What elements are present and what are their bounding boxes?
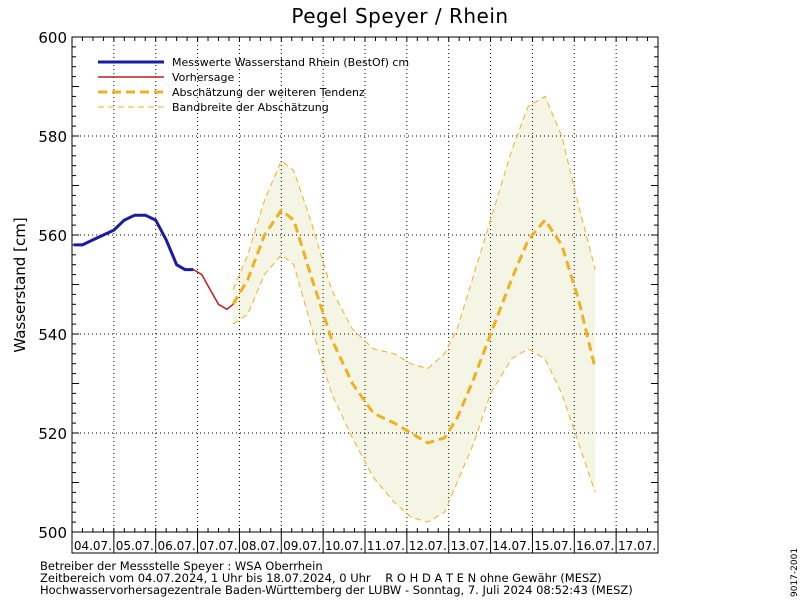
- band-lower-line: [232, 254, 596, 523]
- x-tick-label: 17.07.: [618, 539, 656, 553]
- x-tick-label: 09.07.: [283, 539, 321, 553]
- side-code: 9017-2001: [790, 547, 800, 597]
- x-tick-label: 07.07.: [199, 539, 237, 553]
- legend-label: Messwerte Wasserstand Rhein (BestOf) cm: [172, 56, 409, 69]
- y-tick-label: 520: [38, 425, 67, 443]
- y-tick-label: 580: [38, 128, 67, 146]
- x-tick-label: 11.07.: [367, 539, 405, 553]
- y-tick-label: 560: [38, 227, 67, 245]
- x-tick-label: 14.07.: [492, 539, 530, 553]
- footer-source: Hochwasservorhersagezentrale Baden-Württ…: [40, 583, 633, 597]
- x-tick-label: 15.07.: [534, 539, 572, 553]
- x-tick-label: 13.07.: [451, 539, 489, 553]
- x-tick-label: 04.07.: [74, 539, 112, 553]
- legend-label: Bandbreite der Abschätzung: [172, 101, 329, 114]
- y-tick-label: 600: [38, 29, 67, 47]
- y-tick-label: 540: [38, 326, 67, 344]
- y-axis-label: Wasserstand [cm]: [11, 217, 29, 352]
- legend-label: Abschätzung der weiteren Tendenz: [172, 86, 365, 99]
- x-tick-label: 10.07.: [325, 539, 363, 553]
- footer-operator: Betreiber der Messstelle Speyer : WSA Ob…: [40, 559, 323, 573]
- legend-label: Vorhersage: [172, 71, 234, 84]
- x-tick-label: 16.07.: [576, 539, 614, 553]
- x-tick-label: 08.07.: [241, 539, 279, 553]
- x-tick-label: 06.07.: [158, 539, 196, 553]
- band-upper-line: [232, 95, 596, 370]
- estimate-band-area: [233, 96, 596, 523]
- measured-line: [73, 213, 194, 272]
- x-tick-label: 05.07.: [116, 539, 154, 553]
- footer-time-range: Zeitbereich vom 04.07.2024, 1 Uhr bis 18…: [40, 571, 602, 585]
- chart-title: Pegel Speyer / Rhein: [291, 4, 509, 28]
- forecast-line: [193, 268, 234, 311]
- x-tick-label: 12.07.: [409, 539, 447, 553]
- y-tick-label: 500: [38, 524, 67, 542]
- tendency-line: [231, 208, 597, 445]
